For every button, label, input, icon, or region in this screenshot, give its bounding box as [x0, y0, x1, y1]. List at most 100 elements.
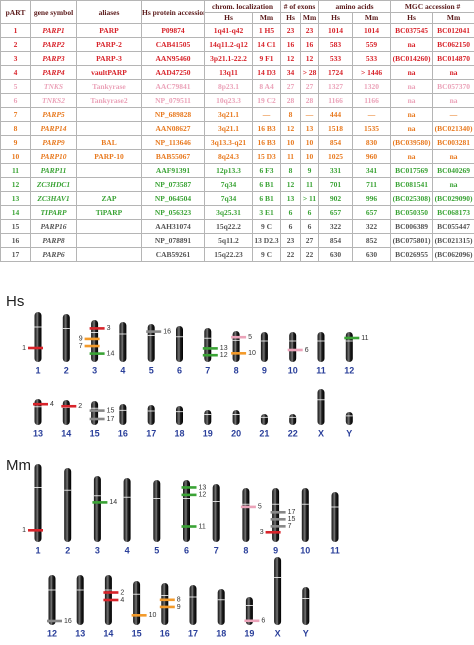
chromosome-number: 15	[132, 628, 142, 638]
table-row: 11 PARP11 AAF91391 12p13.3 6 F3 8 9 331 341 BC017…	[0, 163, 474, 178]
chromosome-number: 14	[103, 628, 113, 638]
gene-marker	[231, 352, 247, 355]
marker-label: 10	[149, 612, 157, 619]
marker-label: 17	[288, 509, 296, 516]
marker-label: 11	[361, 335, 368, 342]
chromosome-number: Y	[303, 628, 309, 638]
table-cell: 322	[352, 219, 392, 234]
marker-label: 6	[305, 347, 309, 354]
chromosome	[272, 488, 280, 542]
gene-marker	[202, 347, 218, 350]
gene-marker	[159, 605, 175, 609]
chromosome-number: 13	[33, 428, 43, 438]
gene-marker	[244, 619, 260, 623]
gene-marker	[344, 336, 360, 340]
table-cell: 630	[318, 247, 354, 262]
marker-label: 17	[107, 416, 115, 423]
table-cell: 13	[300, 121, 320, 136]
chromosome	[119, 322, 127, 362]
chromosome	[301, 488, 309, 542]
gene-marker	[181, 525, 197, 528]
chromosome	[62, 314, 70, 362]
gene-marker	[181, 486, 197, 489]
chromosome-number: 9	[262, 365, 267, 375]
chromosome-number: 12	[344, 365, 354, 375]
marker-label: 4	[50, 401, 54, 408]
chromosome	[204, 410, 212, 425]
gene-marker	[89, 417, 105, 421]
table-cell: PARP6	[30, 247, 77, 262]
table-cell: CAB59261	[141, 247, 205, 262]
chromosome	[91, 401, 99, 425]
table-row: 16 PARP8 NP_078891 5q11.2 13 D2.3 23 27 854 852(…	[0, 233, 474, 248]
chromosome	[183, 480, 190, 542]
chromosome-number: 19	[203, 428, 213, 438]
gene-marker	[181, 493, 197, 497]
table-row: 13 ZC3HAV1 ZAP NP_064504 7q34 6 B1 13 > 11 902 99…	[0, 191, 474, 206]
marker-label: 1	[22, 345, 26, 352]
table-row: 5 TNKS Tankyrase AAC79841 8p23.1 8 A4 27 27 1327…	[0, 79, 474, 94]
chromosome-number: 6	[184, 545, 189, 555]
table-cell: 9 C	[251, 247, 282, 262]
chromosome-number: 17	[146, 428, 156, 438]
chromosome-number: 6	[177, 365, 182, 375]
species-label: Hs	[6, 293, 24, 310]
gene-marker	[240, 505, 256, 509]
gene-marker	[28, 346, 43, 350]
chromosome-number: 8	[234, 365, 239, 375]
column-header: # of exons	[280, 0, 320, 13]
gene-marker	[103, 598, 119, 602]
marker-label: 13	[220, 345, 228, 352]
chromosome-number: 15	[90, 428, 100, 438]
chromosome-number: 10	[300, 545, 310, 555]
column-header: MGC accession #	[390, 0, 474, 13]
chromosome	[176, 406, 183, 425]
marker-label: 14	[107, 350, 115, 357]
marker-label: 5	[258, 504, 262, 511]
chromosome-number: 7	[214, 545, 219, 555]
chromosome	[189, 585, 197, 625]
gene-marker	[270, 511, 286, 514]
marker-label: 1	[22, 527, 26, 534]
chromosome	[64, 468, 72, 542]
gene-marker	[202, 353, 218, 357]
species-label: Mm	[6, 457, 31, 474]
chromosome	[289, 332, 297, 362]
chromosome-number: 16	[118, 428, 128, 438]
chromosome	[147, 324, 155, 362]
chromosome	[147, 405, 155, 425]
chromosome-number: 3	[95, 545, 100, 555]
chromosome	[331, 492, 339, 542]
chromosome-number: Y	[346, 428, 352, 438]
chromosome	[345, 412, 353, 425]
chromosome	[232, 410, 240, 425]
chromosome-number: 21	[259, 428, 269, 438]
table-cell: 22	[280, 247, 302, 262]
chromosome-number: 7	[205, 365, 210, 375]
gene-marker	[231, 335, 247, 339]
chromosome	[260, 414, 268, 425]
chromosome	[245, 597, 253, 625]
chromosome	[93, 476, 101, 542]
gene-marker	[270, 525, 286, 528]
column-header: chrom. localization	[203, 0, 282, 13]
header-row: pART gene symbol aliases Hs protein accessi…	[0, 0, 474, 24]
gene-marker	[89, 352, 105, 355]
chromosome	[232, 331, 240, 362]
gene-marker	[61, 404, 77, 408]
table-row: 4 PARP4 vaultPARP AAD47250 13q11 14 D3 34 > 28 1…	[0, 65, 474, 80]
table-cell: (BC062096)	[432, 247, 474, 262]
marker-label: 16	[163, 328, 171, 335]
gene-marker	[146, 330, 162, 333]
chromosome-number: X	[318, 428, 324, 438]
chromosome	[242, 488, 250, 542]
marker-label: 10	[248, 350, 256, 357]
chromosome	[345, 332, 353, 362]
table-row: 15 PARP16 AAH31074 15q22.2 9 C 6 6 322 322 BC0063…	[0, 219, 474, 234]
chromosome-number: 5	[149, 365, 154, 375]
gene-marker	[89, 327, 105, 330]
chromosome-number: 17	[188, 628, 198, 638]
marker-label: 2	[78, 403, 82, 410]
